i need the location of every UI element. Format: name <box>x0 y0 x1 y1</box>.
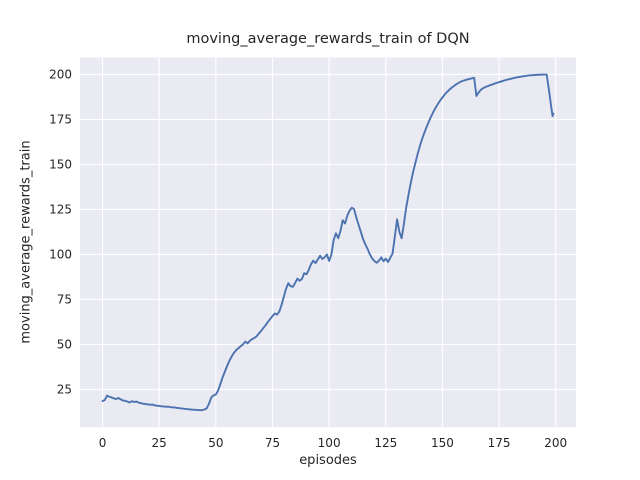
x-tick-label: 200 <box>544 436 567 450</box>
y-tick-label: 175 <box>49 112 72 126</box>
x-tick-label: 125 <box>374 436 397 450</box>
x-tick-label: 0 <box>99 436 107 450</box>
y-axis-label: moving_average_rewards_train <box>18 140 34 344</box>
x-tick-label: 25 <box>152 436 167 450</box>
y-tick-label: 25 <box>57 383 72 397</box>
y-tick-label: 100 <box>49 247 72 261</box>
chart-title: moving_average_rewards_train of DQN <box>186 31 470 47</box>
x-tick-label: 75 <box>265 436 280 450</box>
x-tick-label: 50 <box>208 436 223 450</box>
y-tick-label: 125 <box>49 202 72 216</box>
x-tick-label: 175 <box>488 436 511 450</box>
y-tick-label: 150 <box>49 157 72 171</box>
y-tick-label: 50 <box>57 337 72 351</box>
x-axis-label: episodes <box>299 453 357 468</box>
axes-background <box>80 57 576 428</box>
y-tick-label: 200 <box>49 67 72 81</box>
y-tick-label: 75 <box>57 292 72 306</box>
x-tick-label: 100 <box>318 436 341 450</box>
x-tick-label: 150 <box>431 436 454 450</box>
series-line <box>101 73 555 412</box>
